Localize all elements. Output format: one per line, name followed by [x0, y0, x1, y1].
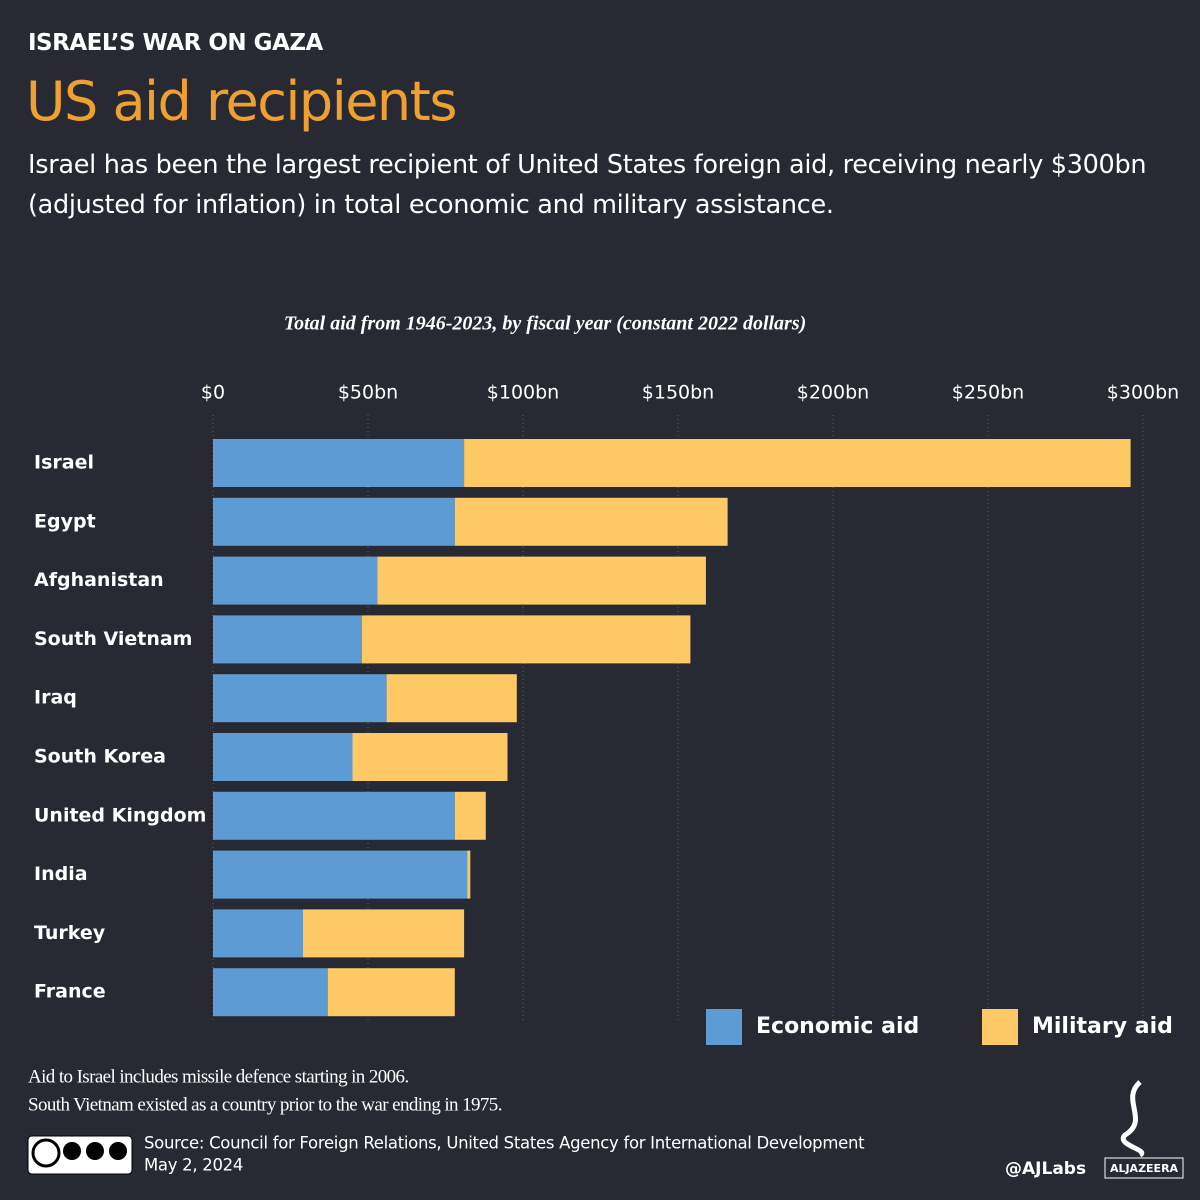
bar-segment	[464, 439, 1131, 487]
bar-segment	[327, 968, 455, 1017]
license-icon	[27, 1135, 133, 1175]
category-label: Afghanistan	[34, 569, 164, 591]
x-tick-label: $0	[201, 382, 225, 404]
category-label: Israel	[34, 452, 94, 474]
category-label: Iraq	[34, 687, 77, 709]
bar-segment	[213, 733, 353, 781]
bar-segment	[361, 615, 691, 664]
category-label: Turkey	[34, 922, 106, 944]
x-tick-label: $200bn	[797, 382, 869, 404]
category-label: India	[34, 863, 88, 885]
category-label: South Korea	[34, 746, 166, 768]
bar-segment	[213, 909, 303, 958]
x-tick-label: $250bn	[952, 382, 1024, 404]
source: Source: Council for Foreign Relations, U…	[144, 1134, 865, 1153]
bar-segment	[213, 439, 465, 487]
bar-segment	[213, 791, 455, 840]
x-tick-label: $100bn	[487, 382, 559, 404]
bar-segment	[213, 556, 378, 605]
bar-segment	[377, 556, 706, 605]
bar-segment	[352, 733, 508, 781]
bar-segment	[467, 850, 471, 899]
category-label: France	[34, 981, 106, 1003]
legend-label: Economic aid	[756, 1014, 919, 1039]
legend-swatch	[982, 1009, 1018, 1045]
category-label: South Vietnam	[34, 628, 193, 650]
bar-segment	[213, 615, 362, 664]
bar-segment	[386, 674, 517, 723]
axis-title: Total aid from 1946-2023, by fiscal year…	[284, 313, 807, 335]
title: US aid recipients	[26, 70, 457, 133]
legend-swatch	[706, 1009, 742, 1045]
logo: ALJAZEERA	[1104, 1080, 1184, 1179]
logo-text: ALJAZEERA	[1110, 1162, 1179, 1175]
category-label: United Kingdom	[34, 804, 206, 826]
bar-segment	[213, 968, 328, 1017]
note: Aid to Israel includes missile defence s…	[28, 1066, 409, 1087]
subtitle: Israel has been the largest recipient of…	[28, 150, 1147, 220]
bar-segment	[213, 850, 468, 899]
x-tick-label: $300bn	[1107, 382, 1179, 404]
note: South Vietnam existed as a country prior…	[28, 1094, 502, 1115]
bar-segment	[213, 497, 455, 546]
kicker: ISRAEL’S WAR ON GAZA	[28, 30, 323, 56]
legend-label: Military aid	[1032, 1014, 1173, 1039]
category-label: Egypt	[34, 510, 96, 532]
x-tick-label: $50bn	[338, 382, 398, 404]
date: May 2, 2024	[144, 1156, 243, 1175]
x-tick-label: $150bn	[642, 382, 714, 404]
bar-segment	[454, 791, 486, 840]
bar-segment	[213, 674, 387, 723]
bar-segment	[454, 497, 728, 546]
bar-segment	[302, 909, 465, 958]
handle: @AJLabs	[1005, 1159, 1086, 1179]
